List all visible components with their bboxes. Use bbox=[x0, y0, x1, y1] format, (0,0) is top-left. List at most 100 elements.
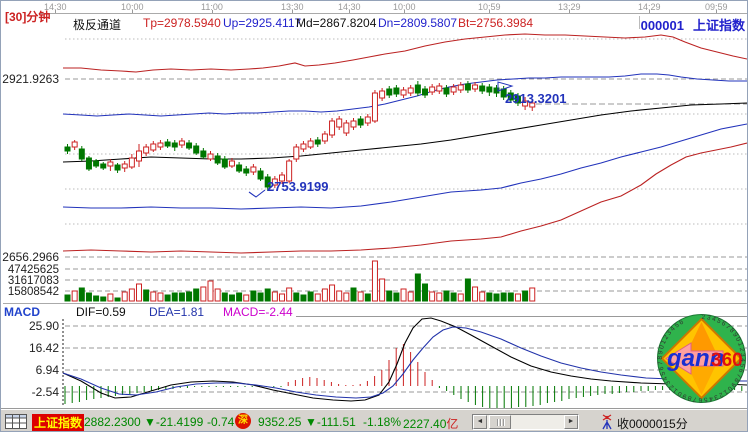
candle-body bbox=[136, 150, 142, 162]
logo-arrow bbox=[665, 342, 724, 375]
candle-body bbox=[128, 157, 135, 168]
logo-text-360: 360 bbox=[711, 350, 743, 371]
candle-body bbox=[472, 84, 479, 90]
turnover-unit: 亿 bbox=[446, 417, 459, 431]
macd-axis-label: 25.90 bbox=[29, 319, 59, 333]
macd-pane-label[interactable]: MACD bbox=[4, 305, 40, 319]
sh-price: 2882.2300 bbox=[84, 415, 141, 429]
volume-bar bbox=[350, 287, 357, 302]
volume-bar bbox=[529, 287, 536, 302]
candle-body bbox=[178, 140, 185, 146]
candle-body bbox=[293, 146, 300, 160]
volume-bar bbox=[228, 294, 235, 302]
candle-body bbox=[271, 178, 278, 186]
volume-bar bbox=[171, 292, 178, 302]
candle-body bbox=[522, 100, 529, 107]
logo-triangle-bottom bbox=[684, 358, 719, 395]
candle-body bbox=[450, 86, 457, 93]
volume-bar bbox=[436, 292, 443, 302]
time-label: 11:00 bbox=[201, 2, 223, 12]
candle-body bbox=[393, 87, 400, 95]
param-up: Up=2925.4117 bbox=[223, 16, 302, 30]
time-label: 10:00 bbox=[121, 2, 144, 12]
candle-body bbox=[64, 146, 71, 152]
macd-axis-label: 16.42 bbox=[29, 341, 59, 355]
turnover-value: 2227.40 bbox=[403, 417, 447, 431]
stock-code: 000001 bbox=[640, 18, 684, 33]
candle-body bbox=[336, 118, 343, 128]
candle-body bbox=[436, 85, 443, 92]
volume-bar bbox=[371, 260, 378, 302]
candle-body bbox=[186, 142, 193, 149]
candle-body bbox=[371, 92, 378, 122]
time-tick bbox=[649, 10, 650, 13]
volume-bar bbox=[279, 293, 285, 302]
volume-bar bbox=[336, 290, 343, 302]
price-annotation: 2753.9199 bbox=[267, 179, 328, 194]
volume-bar bbox=[121, 291, 128, 302]
volume-bar bbox=[200, 286, 207, 302]
candle-body bbox=[114, 164, 121, 171]
volume-bar bbox=[321, 288, 328, 302]
candle-body bbox=[279, 174, 285, 182]
volume-bar bbox=[236, 292, 243, 302]
candle-body bbox=[500, 88, 507, 98]
candle-body bbox=[286, 160, 293, 182]
scroll-left-button[interactable]: ◄ bbox=[473, 415, 487, 429]
candle-body bbox=[479, 85, 486, 92]
indicator-param-row: 极反通道 Tp=2978.5940 Up=2925.4117 Md=2867.8… bbox=[1, 15, 747, 33]
time-tick bbox=[404, 10, 405, 13]
peak-flag-marker bbox=[497, 81, 514, 92]
volume-bar bbox=[450, 292, 457, 302]
volume-bar bbox=[93, 295, 100, 302]
volume-bar bbox=[507, 292, 514, 302]
volume-bar bbox=[522, 290, 529, 302]
gann360-logo: gann 360 2345678901234567890123456789012… bbox=[657, 314, 746, 403]
candle-body bbox=[400, 89, 407, 96]
candle-body bbox=[457, 84, 464, 91]
period-label[interactable]: [30]分钟 bbox=[5, 10, 51, 24]
sh-change: ▼-21.4199 bbox=[144, 415, 204, 429]
stock-name: 上证指数 bbox=[692, 18, 745, 33]
volume-bar bbox=[286, 287, 293, 302]
candle-body bbox=[250, 166, 257, 173]
sz-exchange-icon[interactable]: 深 bbox=[235, 413, 251, 429]
candle-body bbox=[164, 141, 171, 147]
candle-body bbox=[422, 88, 428, 96]
candle-body bbox=[379, 90, 386, 99]
macd-header: MACD DIF=0.59 DEA=1.81 MACD=-2.44 bbox=[1, 305, 747, 319]
horizontal-scrollbar[interactable]: ◄ ► bbox=[472, 414, 579, 430]
volume-bar bbox=[472, 286, 479, 302]
candle-body bbox=[228, 160, 235, 167]
stock-id[interactable]: 000001 上证指数 bbox=[632, 15, 745, 34]
volume-bar bbox=[143, 289, 150, 302]
candle-body bbox=[157, 142, 164, 148]
sh-index-badge[interactable]: 上证指数 bbox=[32, 414, 85, 431]
grid-icon[interactable] bbox=[5, 414, 29, 430]
header-separator bbox=[639, 16, 640, 29]
sh-percent: -0.74 bbox=[207, 415, 235, 429]
candle-body bbox=[171, 142, 178, 148]
candle-body bbox=[329, 120, 336, 136]
volume-bar bbox=[357, 291, 364, 302]
candle-body bbox=[343, 122, 350, 134]
candle-body bbox=[493, 87, 500, 94]
param-tp: Tp=2978.5940 bbox=[143, 16, 221, 30]
scroll-right-button[interactable]: ► bbox=[564, 415, 578, 429]
volume-bar bbox=[221, 292, 228, 302]
macd-dif-line bbox=[62, 317, 747, 402]
volume-bar bbox=[500, 292, 507, 302]
macd-dif-value: DIF=0.59 bbox=[76, 305, 126, 319]
channel-line-up bbox=[62, 73, 747, 117]
volume-bar bbox=[71, 290, 78, 302]
volume-bar bbox=[100, 296, 107, 302]
time-label: 10:59 bbox=[478, 2, 501, 12]
param-dn: Dn=2809.5807 bbox=[378, 16, 458, 30]
candle-body bbox=[264, 176, 271, 188]
scroll-thumb[interactable] bbox=[489, 415, 511, 429]
volume-bar bbox=[514, 293, 521, 302]
candle-body bbox=[357, 118, 364, 126]
volume-bar bbox=[314, 293, 321, 302]
time-axis-rule bbox=[39, 13, 747, 14]
candle-body bbox=[314, 139, 321, 145]
